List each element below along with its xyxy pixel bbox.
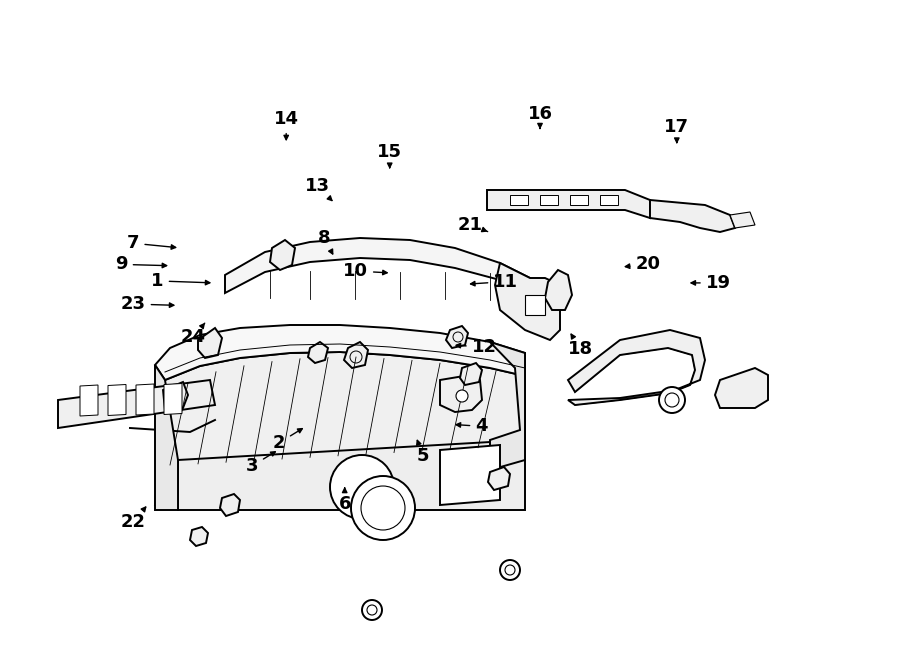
Text: 3: 3 [246, 451, 275, 475]
Text: 23: 23 [121, 295, 174, 313]
Polygon shape [730, 212, 755, 228]
Circle shape [456, 390, 468, 402]
Polygon shape [155, 365, 178, 510]
Polygon shape [510, 195, 528, 205]
Polygon shape [650, 200, 735, 232]
Text: 24: 24 [181, 323, 206, 346]
Polygon shape [155, 325, 525, 380]
Polygon shape [164, 383, 182, 414]
Polygon shape [568, 330, 705, 405]
Circle shape [362, 600, 382, 620]
Text: 4: 4 [456, 417, 488, 436]
Circle shape [351, 476, 415, 540]
Text: 6: 6 [338, 488, 351, 513]
Polygon shape [715, 368, 768, 408]
Polygon shape [344, 342, 368, 368]
Polygon shape [440, 445, 500, 505]
Polygon shape [490, 342, 525, 470]
Text: 17: 17 [664, 118, 689, 143]
Text: 22: 22 [121, 507, 146, 531]
Polygon shape [155, 352, 525, 505]
Text: 12: 12 [456, 338, 497, 356]
Circle shape [659, 387, 685, 413]
Text: 9: 9 [115, 255, 166, 274]
Polygon shape [198, 328, 222, 358]
Polygon shape [495, 263, 560, 340]
Text: 10: 10 [343, 262, 387, 280]
Polygon shape [270, 240, 295, 270]
Text: 21: 21 [457, 215, 488, 234]
Text: 20: 20 [626, 255, 661, 274]
Text: 8: 8 [318, 229, 333, 254]
Polygon shape [190, 527, 208, 546]
Polygon shape [440, 375, 482, 412]
Polygon shape [446, 326, 468, 348]
Polygon shape [525, 295, 545, 315]
Text: 14: 14 [274, 110, 299, 139]
Text: 16: 16 [527, 104, 553, 128]
Polygon shape [163, 382, 188, 410]
Text: 11: 11 [471, 272, 518, 291]
Polygon shape [545, 270, 572, 310]
Text: 2: 2 [273, 428, 302, 452]
Polygon shape [308, 342, 328, 363]
Polygon shape [220, 494, 240, 516]
Polygon shape [488, 467, 510, 490]
Polygon shape [58, 380, 215, 428]
Polygon shape [225, 238, 530, 295]
Polygon shape [108, 385, 126, 416]
Text: 7: 7 [127, 234, 176, 253]
Circle shape [500, 560, 520, 580]
Circle shape [330, 455, 394, 519]
Text: 15: 15 [377, 143, 402, 168]
Polygon shape [460, 363, 482, 385]
Polygon shape [570, 195, 588, 205]
Polygon shape [487, 190, 650, 218]
Text: 5: 5 [417, 440, 429, 465]
Text: 18: 18 [568, 334, 593, 358]
Text: 13: 13 [305, 177, 332, 201]
Polygon shape [178, 440, 525, 510]
Polygon shape [80, 385, 98, 416]
Text: 19: 19 [691, 274, 731, 292]
Polygon shape [600, 195, 618, 205]
Polygon shape [136, 384, 154, 415]
Polygon shape [540, 195, 558, 205]
Text: 1: 1 [151, 272, 210, 290]
